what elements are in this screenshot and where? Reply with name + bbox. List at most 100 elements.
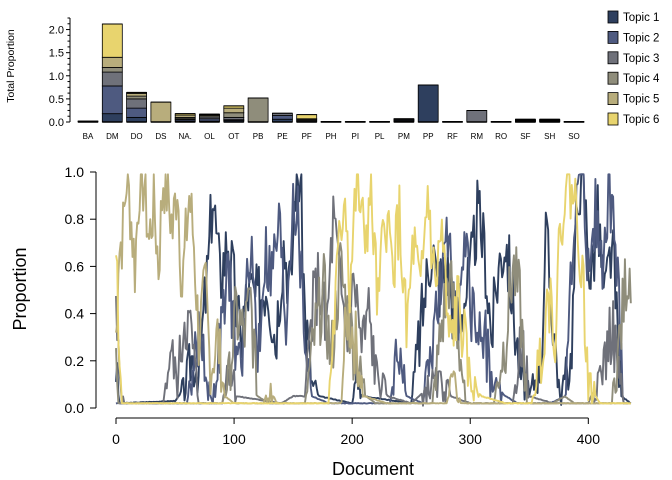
bar-segment xyxy=(126,92,147,97)
bar-x-tick-label: PI xyxy=(352,132,360,141)
bar-stack-PB xyxy=(247,97,269,123)
bar-y-tick-label: 0.5 xyxy=(49,94,64,106)
bar-x-tick-label: PH xyxy=(325,132,336,141)
bar-segment xyxy=(101,85,123,115)
bar-series-group xyxy=(77,23,585,123)
bar-x-tick-label: PB xyxy=(253,132,264,141)
line-y-tick-label: 0.0 xyxy=(65,400,85,416)
bar-x-tick-label: RF xyxy=(447,132,458,141)
line-x-tick-label: 200 xyxy=(340,431,364,447)
bar-segment xyxy=(101,71,123,87)
line-series-5 xyxy=(115,173,631,405)
legend-label: Topic 5 xyxy=(623,94,659,106)
bar-segment xyxy=(150,101,172,123)
legend-item: Topic 5 xyxy=(607,92,659,106)
bar-stack-RM xyxy=(466,109,488,123)
bar-segment xyxy=(223,107,245,114)
bar-stack-DS xyxy=(150,101,172,123)
bar-stack-PI xyxy=(344,121,366,123)
bar-x-tick-label: SF xyxy=(520,132,530,141)
bar-stack-PE xyxy=(271,112,293,123)
bar-x-tick-label: PE xyxy=(277,132,288,141)
legend-swatch xyxy=(607,92,619,105)
legend-label: Topic 4 xyxy=(623,73,660,85)
line-y-axis-label: Proportion xyxy=(10,247,30,330)
line-series-1 xyxy=(115,173,632,406)
bar-segment xyxy=(247,97,269,123)
line-x-tick-label: 100 xyxy=(222,431,246,447)
line-y-tick-label: 0.8 xyxy=(65,211,85,227)
legend-item: Topic 4 xyxy=(607,71,660,85)
legend-item: Topic 3 xyxy=(607,51,659,65)
bar-x-tick-label: PP xyxy=(423,132,434,141)
line-y-axis: 0.0 0.2 0.4 0.6 0.8 1.0 xyxy=(65,164,97,416)
bar-y-axis-label: Total Proportion xyxy=(5,29,17,103)
bar-segment xyxy=(126,98,147,109)
bar-x-tick-label: DS xyxy=(155,132,166,141)
line-series-group xyxy=(115,173,632,407)
bar-stack-PH xyxy=(320,121,342,123)
bar-segment xyxy=(296,114,318,120)
bar-stack-DO xyxy=(126,91,147,123)
bar-stack-NA. xyxy=(174,113,196,123)
bar-segment xyxy=(101,23,123,58)
line-y-tick-label: 0.4 xyxy=(65,306,85,322)
bar-stack-DM xyxy=(101,23,123,123)
bar-y-tick-label: 0.0 xyxy=(49,117,64,129)
bar-stack-OL xyxy=(199,113,220,123)
line-series-6 xyxy=(115,173,631,405)
bar-x-tick-label: RO xyxy=(495,132,507,141)
bar-x-tick-label: SO xyxy=(568,132,580,141)
bar-x-tick-label: OT xyxy=(228,132,239,141)
line-y-tick-label: 1.0 xyxy=(65,164,85,180)
legend-label: Topic 3 xyxy=(623,53,659,65)
legend-swatch xyxy=(607,30,619,44)
bar-x-tick-label: RM xyxy=(471,132,484,141)
bar-segment xyxy=(223,112,245,118)
legend-swatch xyxy=(607,112,619,126)
bar-stack-PP xyxy=(417,84,439,123)
bar-y-tick-label: 2.0 xyxy=(49,25,64,37)
legend-item: Topic 1 xyxy=(607,10,659,24)
bar-stack-PF xyxy=(296,114,318,123)
bar-segment xyxy=(101,67,123,73)
bar-stack-OT xyxy=(223,105,245,123)
line-y-tick-label: 0.6 xyxy=(65,258,85,274)
legend-label: Topic 2 xyxy=(623,32,659,44)
bar-stack-SF xyxy=(515,118,536,123)
bar-x-tick-labels: BA DM DO DS NA. OL OT PB PE PF PH PI PL PM PP RF RM RO SF S… xyxy=(83,132,580,141)
bar-stack-PL xyxy=(369,121,391,123)
bar-x-tick-label: PF xyxy=(302,132,312,141)
bar-x-tick-label: DM xyxy=(106,132,119,141)
line-chart: 0.0 0.2 0.4 0.6 0.8 1.0 0 100 200 300 400 Documen… xyxy=(10,164,632,479)
legend-swatch xyxy=(607,51,619,65)
line-x-axis: 0 100 200 300 400 xyxy=(112,417,601,447)
line-x-tick-label: 400 xyxy=(577,431,601,447)
bar-y-tick-label: 1.0 xyxy=(49,71,64,83)
line-x-tick-label: 0 xyxy=(112,431,120,447)
legend-swatch xyxy=(607,10,619,24)
legend-label: Topic 1 xyxy=(623,12,659,24)
legend-label: Topic 6 xyxy=(623,114,659,126)
bar-segment xyxy=(101,113,123,123)
bar-stack-SO xyxy=(563,121,585,123)
legend-item: Topic 6 xyxy=(607,112,659,126)
bar-y-tick-label: 1.5 xyxy=(49,48,64,60)
bar-segment xyxy=(466,110,488,123)
bar-x-tick-label: SH xyxy=(544,132,555,141)
bar-x-tick-label: NA. xyxy=(179,132,192,141)
bar-segment xyxy=(271,115,293,120)
line-x-tick-label: 300 xyxy=(459,431,483,447)
bar-y-axis: 0.0 0.5 1.0 1.5 2.0 xyxy=(49,17,71,129)
bar-x-tick-label: BA xyxy=(83,132,94,141)
bar-x-tick-label: PM xyxy=(398,132,410,141)
bar-stack-RO xyxy=(490,121,512,123)
bar-segment xyxy=(101,56,123,68)
legend-swatch xyxy=(607,71,619,85)
line-x-axis-label: Document xyxy=(332,459,414,479)
bar-x-tick-label: OL xyxy=(204,132,215,141)
bar-segment xyxy=(417,84,439,123)
bar-x-tick-label: PL xyxy=(375,132,385,141)
bar-segment xyxy=(126,107,147,118)
bar-legend: Topic 1 Topic 2 Topic 3 Topic 4 Topic 5 Topic… xyxy=(607,10,660,126)
